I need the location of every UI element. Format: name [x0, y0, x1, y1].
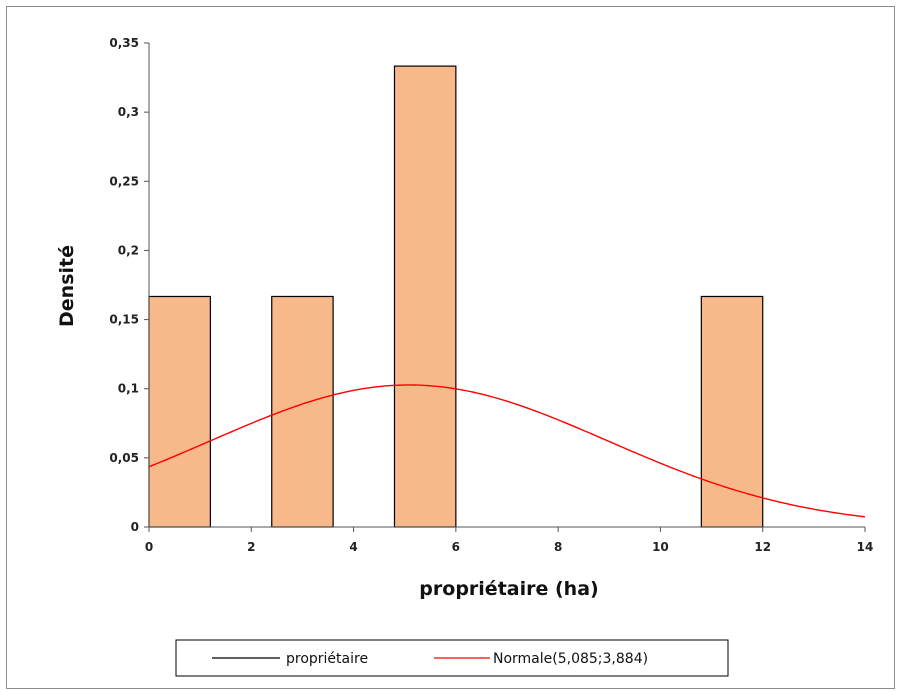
x-tick-label: 12 [754, 540, 771, 554]
x-tick-label: 0 [145, 540, 153, 554]
y-tick-label: 0,1 [118, 382, 139, 396]
histogram-bar-3 [700, 295, 764, 528]
x-tick-label: 2 [247, 540, 255, 554]
legend: propriétaire Normale(5,085;3,884) [175, 639, 729, 677]
x-tick-label: 14 [857, 540, 874, 554]
legend-label-proprietaire: propriétaire [286, 651, 368, 667]
normal-curve-layer [148, 384, 866, 518]
y-ticks: 0 0,05 0,1 0,15 0,2 0,25 0,3 0,35 [109, 36, 149, 534]
normal-curve [148, 384, 866, 518]
x-tick-label: 10 [652, 540, 669, 554]
y-axis-title: Densité [56, 245, 78, 327]
histogram-bar-2 [393, 65, 457, 528]
x-axis-title: propriétaire (ha) [419, 578, 598, 600]
y-tick-label: 0,35 [109, 36, 139, 50]
x-tick-label: 4 [349, 540, 357, 554]
axes [148, 43, 865, 528]
y-tick-label: 0,3 [118, 105, 139, 119]
x-ticks: 0 2 4 6 8 10 12 14 [145, 527, 874, 554]
x-tick-label: 8 [554, 540, 562, 554]
y-tick-label: 0,25 [109, 174, 139, 188]
legend-label-normale: Normale(5,085;3,884) [493, 651, 648, 667]
histogram-bars [148, 65, 764, 528]
histogram-bar-0 [148, 295, 211, 528]
y-tick-label: 0 [131, 520, 139, 534]
y-tick-label: 0,05 [109, 451, 139, 465]
y-tick-label: 0,2 [118, 243, 139, 257]
y-tick-label: 0,15 [109, 313, 139, 327]
x-tick-label: 6 [452, 540, 460, 554]
